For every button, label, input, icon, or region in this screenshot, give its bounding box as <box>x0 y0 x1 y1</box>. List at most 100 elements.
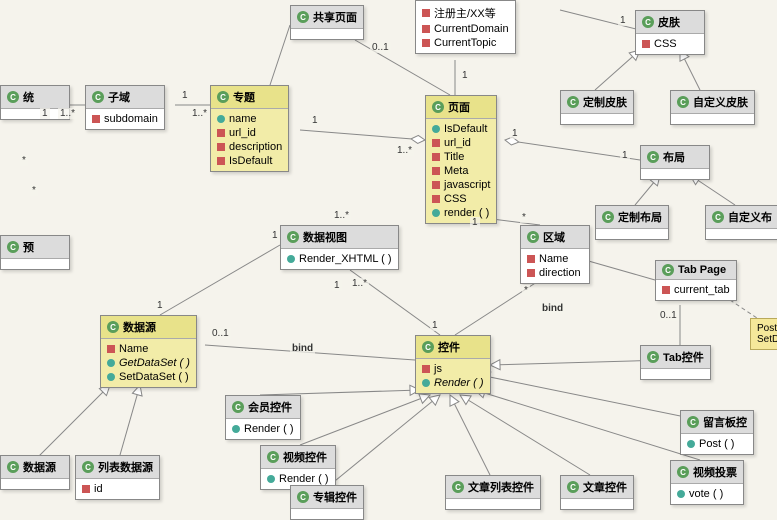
class-icon: C <box>7 241 19 253</box>
class-layout[interactable]: C布局 <box>640 145 710 180</box>
class-icon: C <box>107 321 119 333</box>
class-title: 会员控件 <box>248 399 292 415</box>
member: javascript <box>430 178 492 192</box>
class-page[interactable]: C页面IsDefaulturl_idTitleMetajavascriptCSS… <box>425 95 497 224</box>
class-header: C定制布局 <box>596 206 668 229</box>
class-header: C数据源 <box>101 316 196 339</box>
class-custom_skin[interactable]: C定制皮肤 <box>560 90 634 125</box>
class-topic_ctx[interactable]: 注册主/XX等CurrentDomainCurrentTopic <box>415 0 516 54</box>
class-topic[interactable]: C专题nameurl_iddescriptionIsDefault <box>210 85 289 172</box>
member: IsDefault <box>430 122 492 136</box>
visibility-icon <box>422 9 430 17</box>
class-members: nameurl_iddescriptionIsDefault <box>211 109 288 171</box>
class-userdef_skin[interactable]: C自定义皮肤 <box>670 90 755 125</box>
class-icon: C <box>232 401 244 413</box>
member-label: subdomain <box>104 113 158 125</box>
member-label: url_id <box>229 127 256 139</box>
class-video_w[interactable]: C 视频控件 Render ( ) <box>260 445 336 490</box>
class-skin[interactable]: C皮肤CSS <box>635 10 705 55</box>
class-preview[interactable]: C预 <box>0 235 70 270</box>
class-members <box>291 29 363 39</box>
class-members: current_tab <box>656 280 736 300</box>
multiplicity-label: 0..1 <box>658 310 679 321</box>
class-title: 专题 <box>233 89 255 105</box>
visibility-icon <box>217 143 225 151</box>
class-title: Tab Page <box>678 264 726 276</box>
class-title: 留言板控 <box>703 414 747 430</box>
class-title: 文章列表控件 <box>468 479 534 495</box>
class-members: 注册主/XX等CurrentDomainCurrentTopic <box>416 1 515 53</box>
class-tabpage[interactable]: CTab Pagecurrent_tab <box>655 260 737 301</box>
visibility-icon <box>677 490 685 498</box>
class-artlist_w[interactable]: C文章列表控件 <box>445 475 541 510</box>
member-label: Render ( ) <box>279 473 329 485</box>
visibility-icon <box>287 255 295 263</box>
class-icon: C <box>647 351 659 363</box>
member-label: Name <box>119 343 148 355</box>
visibility-icon <box>432 153 440 161</box>
multiplicity-label: 1..* <box>190 108 209 119</box>
class-videovote_w[interactable]: C视频投票 vote ( ) <box>670 460 744 505</box>
class-title: 共享页面 <box>313 9 357 25</box>
multiplicity-label: 0..1 <box>370 42 391 53</box>
member-label: CSS <box>444 193 467 205</box>
member: CSS <box>430 192 492 206</box>
class-datasource[interactable]: C数据源NameGetDataSet ( )SetDataSet ( ) <box>100 315 197 388</box>
multiplicity-label: 1 <box>430 320 440 331</box>
class-title: Tab控件 <box>663 349 704 365</box>
class-members: vote ( ) <box>671 484 743 504</box>
visibility-icon <box>92 115 100 123</box>
class-share_page[interactable]: C共享页面 <box>290 5 364 40</box>
multiplicity-label: 1 <box>180 90 190 101</box>
visibility-icon <box>107 373 115 381</box>
class-widget[interactable]: C控件jsRender ( ) <box>415 335 491 394</box>
class-icon: C <box>677 96 689 108</box>
class-icon: C <box>267 451 279 463</box>
multiplicity-label: 1 <box>155 300 165 311</box>
class-title: 区域 <box>543 229 565 245</box>
member-label: IsDefault <box>444 123 487 135</box>
member: vote ( ) <box>675 487 739 501</box>
class-region[interactable]: C区域Namedirection <box>520 225 590 284</box>
class-header: C页面 <box>426 96 496 119</box>
class-members: jsRender ( ) <box>416 359 490 393</box>
class-icon: C <box>422 341 434 353</box>
member: url_id <box>215 126 284 140</box>
class-subdomain[interactable]: C子域subdomain <box>85 85 165 130</box>
class-list_ds[interactable]: C列表数据源id <box>75 455 160 500</box>
class-article_w[interactable]: C文章控件 <box>560 475 634 510</box>
edge-label: bind <box>540 303 565 314</box>
class-header: C留言板控 <box>681 411 753 434</box>
member: render ( ) <box>430 206 492 220</box>
class-msgboard_w[interactable]: C留言板控Post ( ) <box>680 410 754 455</box>
class-members <box>561 114 633 124</box>
class-member_w[interactable]: C 会员控件 Render ( ) <box>225 395 301 440</box>
class-custom_layout[interactable]: C定制布局 <box>595 205 669 240</box>
visibility-icon <box>217 129 225 137</box>
class-header: C 会员控件 <box>226 396 300 419</box>
member-label: Render ( ) <box>244 423 294 435</box>
class-header: CTab Page <box>656 261 736 280</box>
member: Render ( ) <box>420 376 486 390</box>
visibility-icon <box>232 425 240 433</box>
visibility-icon <box>82 485 90 493</box>
class-album_w[interactable]: C专辑控件 <box>290 485 364 520</box>
class-title: 视频控件 <box>283 449 327 465</box>
class-num_ds[interactable]: C数据源 <box>0 455 70 490</box>
member: Title <box>430 150 492 164</box>
edge-label: bind <box>290 343 315 354</box>
member: url_id <box>430 136 492 150</box>
multiplicity-label: 1..* <box>58 108 77 119</box>
class-dataview[interactable]: C数据视图Render_XHTML ( ) <box>280 225 399 270</box>
class-tabwidget[interactable]: C Tab控件 <box>640 345 711 380</box>
visibility-icon <box>422 39 430 47</box>
member-label: Name <box>539 253 568 265</box>
visibility-icon <box>527 269 535 277</box>
class-members <box>291 509 363 519</box>
class-header: C 视频控件 <box>261 446 335 469</box>
class-userdef_layout[interactable]: C自定义布 <box>705 205 777 240</box>
class-title: 定制皮肤 <box>583 94 627 110</box>
class-header: C列表数据源 <box>76 456 159 479</box>
member-label: Title <box>444 151 464 163</box>
class-header: C视频投票 <box>671 461 743 484</box>
